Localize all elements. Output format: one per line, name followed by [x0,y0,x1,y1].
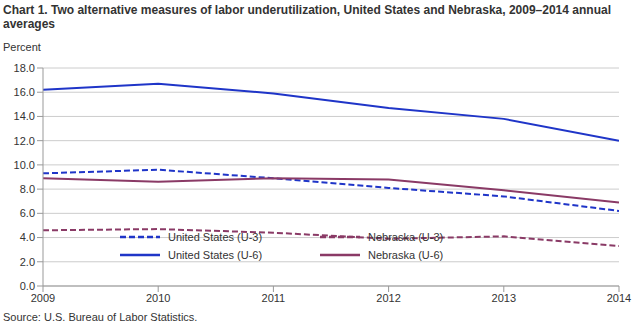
html-text:Percent: Percent [3,41,41,53]
svg-text:2012: 2012 [376,292,400,304]
svg-text:12.0: 12.0 [14,135,35,147]
svg-text:0.0: 0.0 [20,280,35,292]
svg-text:2014: 2014 [607,292,625,304]
svg-text:16.0: 16.0 [14,86,35,98]
svg-text:10.0: 10.0 [14,159,35,171]
svg-text:2010: 2010 [146,292,170,304]
html-text:Nebraska (U-3): Nebraska (U-3) [368,231,444,243]
svg-text:14.0: 14.0 [14,110,35,122]
html-text:United States (U-3): United States (U-3) [168,231,263,243]
html-text:Chart 1. Two alternative measu: Chart 1. Two alternative measures of lab… [3,3,611,31]
html-text:United States (U-6): United States (U-6) [168,249,263,261]
svg-text:2.0: 2.0 [20,256,35,268]
svg-text:8.0: 8.0 [20,183,35,195]
svg-text:4.0: 4.0 [20,231,35,243]
svg-text:6.0: 6.0 [20,207,35,219]
html-text:Nebraska (U-6): Nebraska (U-6) [368,249,444,261]
svg-text:2013: 2013 [492,292,516,304]
svg-text:2009: 2009 [31,292,55,304]
svg-text:18.0: 18.0 [14,62,35,74]
html-text:Source: U.S. Bureau of Labor S: Source: U.S. Bureau of Labor Statistics. [3,311,198,323]
svg-text:2011: 2011 [262,292,286,304]
